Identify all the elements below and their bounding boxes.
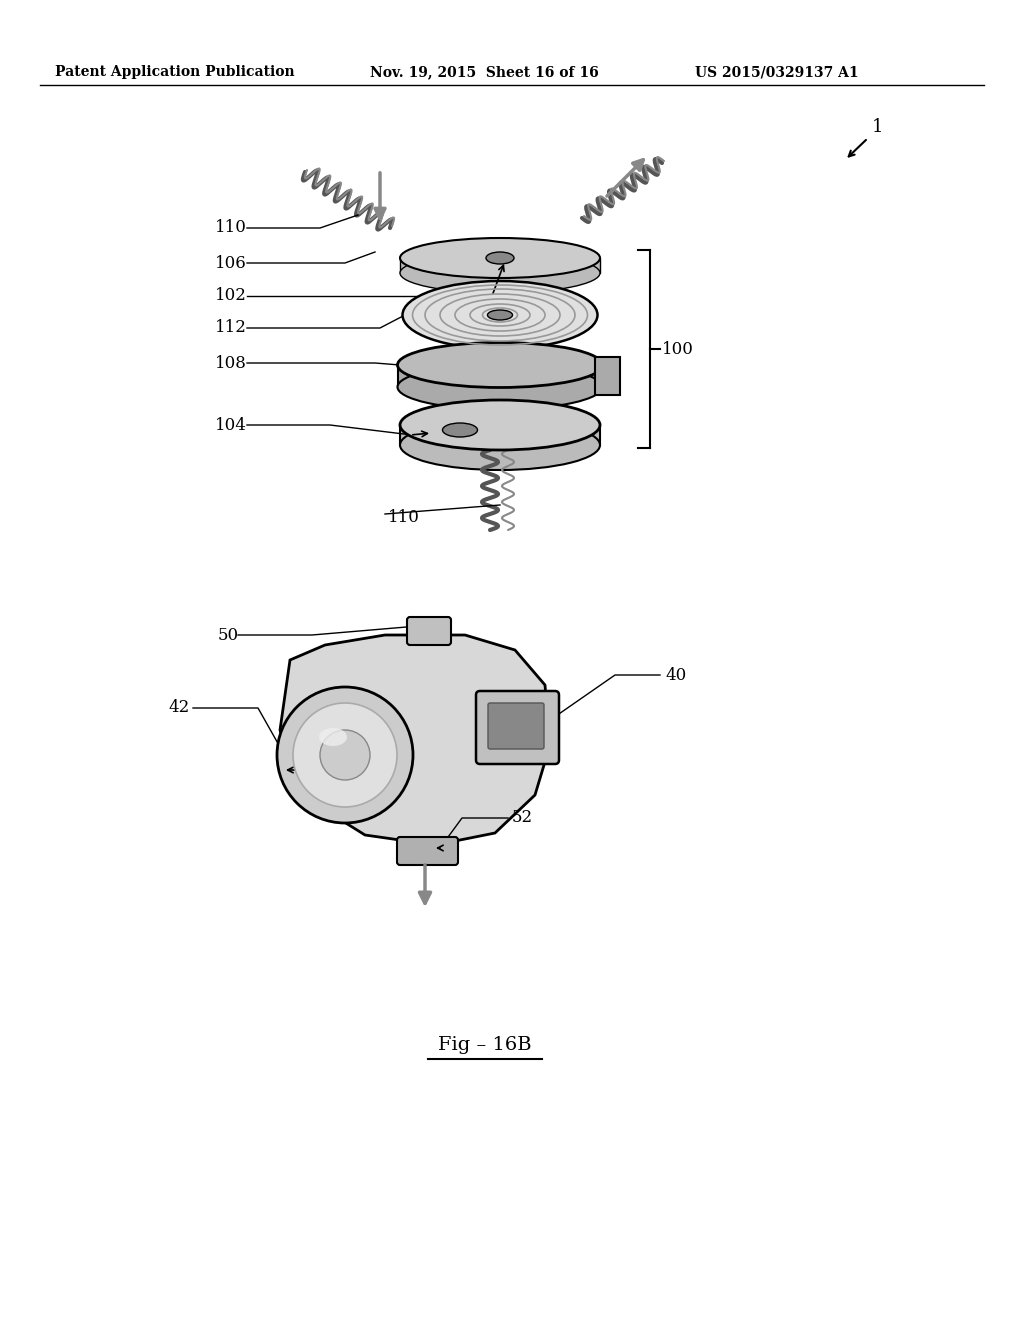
Bar (398, 366, 602, 387)
Text: 110: 110 (215, 219, 247, 236)
Text: 104: 104 (215, 417, 247, 433)
Text: 52: 52 (512, 809, 534, 826)
Ellipse shape (397, 364, 602, 409)
Text: 102: 102 (215, 288, 247, 305)
Text: 110: 110 (388, 510, 420, 527)
Ellipse shape (397, 342, 602, 388)
Bar (400, 425, 600, 445)
Circle shape (278, 686, 413, 822)
Text: 112: 112 (215, 319, 247, 337)
Ellipse shape (400, 253, 600, 293)
Text: 1: 1 (872, 117, 884, 136)
Text: 42: 42 (168, 700, 189, 717)
Ellipse shape (319, 729, 347, 746)
FancyBboxPatch shape (476, 690, 559, 764)
Text: 50: 50 (218, 627, 240, 644)
Ellipse shape (400, 238, 600, 279)
Text: 40: 40 (665, 667, 686, 684)
Text: 108: 108 (215, 355, 247, 371)
Text: 106: 106 (215, 255, 247, 272)
Polygon shape (280, 635, 550, 845)
Text: Patent Application Publication: Patent Application Publication (55, 65, 295, 79)
Text: US 2015/0329137 A1: US 2015/0329137 A1 (695, 65, 859, 79)
Text: Nov. 19, 2015  Sheet 16 of 16: Nov. 19, 2015 Sheet 16 of 16 (370, 65, 599, 79)
Ellipse shape (486, 252, 514, 264)
Text: 100: 100 (662, 341, 694, 358)
Ellipse shape (400, 420, 600, 470)
Ellipse shape (402, 281, 597, 348)
Ellipse shape (400, 400, 600, 450)
FancyBboxPatch shape (407, 616, 451, 645)
Bar (400, 257, 600, 273)
Ellipse shape (442, 422, 477, 437)
FancyBboxPatch shape (488, 704, 544, 748)
Text: Fig – 16B: Fig – 16B (438, 1036, 531, 1053)
Circle shape (319, 730, 370, 780)
Ellipse shape (487, 310, 512, 319)
Circle shape (293, 704, 397, 807)
Bar (595, 356, 620, 395)
FancyBboxPatch shape (397, 837, 458, 865)
